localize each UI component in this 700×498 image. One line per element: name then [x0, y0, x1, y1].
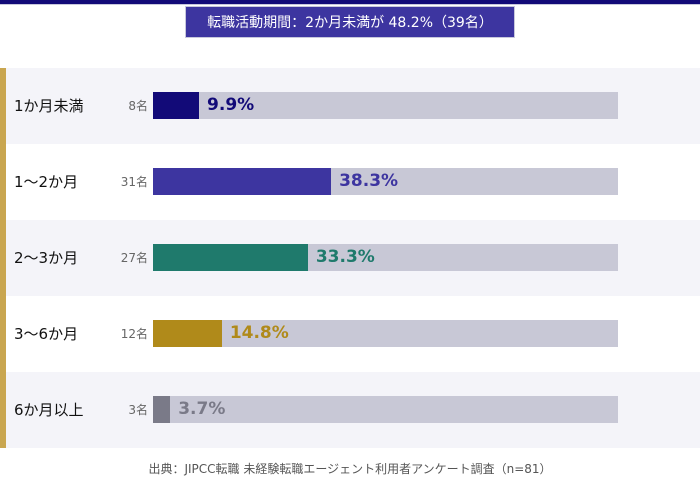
count-label: 31名 — [120, 175, 148, 189]
category-label: 2〜3か月 — [14, 249, 79, 267]
bar-row: 1〜2か月 31名 38.3% — [6, 144, 700, 220]
value-label: 3.7% — [178, 399, 226, 419]
value-label: 38.3% — [339, 171, 399, 191]
category-label: 1〜2か月 — [14, 173, 79, 191]
bar-fill — [153, 168, 332, 195]
count-label: 3名 — [128, 403, 148, 417]
bar-track — [153, 396, 618, 423]
bar-fill — [153, 244, 308, 271]
bar-row: 1か月未満 8名 9.9% — [6, 68, 700, 144]
count-label: 8名 — [128, 99, 148, 113]
category-label: 3〜6か月 — [14, 325, 79, 343]
bar-row: 2〜3か月 27名 33.3% — [6, 220, 700, 296]
bar-row: 6か月以上 3名 3.7% — [6, 372, 700, 448]
value-label: 14.8% — [229, 323, 289, 343]
bar-track — [153, 168, 618, 195]
source-note: 出典：JIPCC転職 未経験転職エージェント利用者アンケート調査（n=81） — [148, 462, 552, 476]
category-label: 1か月未満 — [14, 97, 84, 115]
bar-track — [153, 244, 618, 271]
bar-fill — [153, 320, 222, 347]
count-label: 12名 — [120, 327, 148, 341]
top-accent-bar — [0, 0, 700, 5]
left-accent-bar — [0, 68, 6, 448]
bar-fill — [153, 92, 200, 119]
bar-track — [153, 92, 618, 119]
bar-track — [153, 320, 618, 347]
chart-title: 転職活動期間：2か月未満が 48.2%（39名） — [185, 6, 515, 38]
bar-row: 3〜6か月 12名 14.8% — [6, 296, 700, 372]
category-label: 6か月以上 — [14, 401, 84, 419]
value-label: 33.3% — [315, 247, 375, 267]
count-label: 27名 — [120, 251, 148, 265]
value-label: 9.9% — [207, 95, 255, 115]
bar-fill — [153, 396, 171, 423]
